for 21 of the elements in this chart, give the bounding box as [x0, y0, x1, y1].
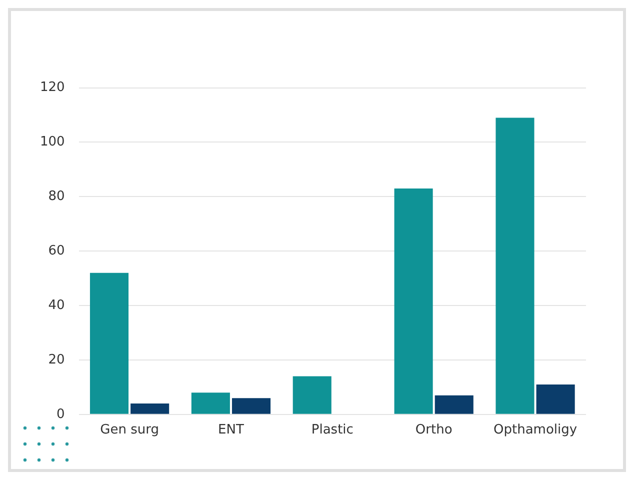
bar: [292, 376, 332, 414]
x-tick-label: ENT: [218, 422, 244, 438]
x-tick-label: Opthamoligy: [493, 422, 578, 438]
x-tick-label: Plastic: [311, 422, 354, 438]
y-tick-label: 120: [40, 80, 65, 96]
bar: [191, 392, 230, 414]
bar: [232, 398, 271, 414]
y-tick-label: 80: [48, 189, 65, 204]
y-tick-label: 0: [56, 406, 65, 422]
bar: [434, 395, 474, 414]
bar: [394, 188, 433, 414]
y-tick-label: 60: [48, 243, 65, 258]
y-tick-label: 20: [48, 352, 65, 368]
bar: [130, 404, 170, 414]
bar: [536, 384, 575, 414]
bar: [496, 118, 534, 414]
x-tick-label: Gen surg: [100, 422, 159, 438]
bar: [90, 272, 129, 414]
y-tick-label: 100: [40, 134, 65, 150]
x-tick-label: Ortho: [415, 422, 452, 438]
y-tick-label: 40: [48, 298, 65, 313]
